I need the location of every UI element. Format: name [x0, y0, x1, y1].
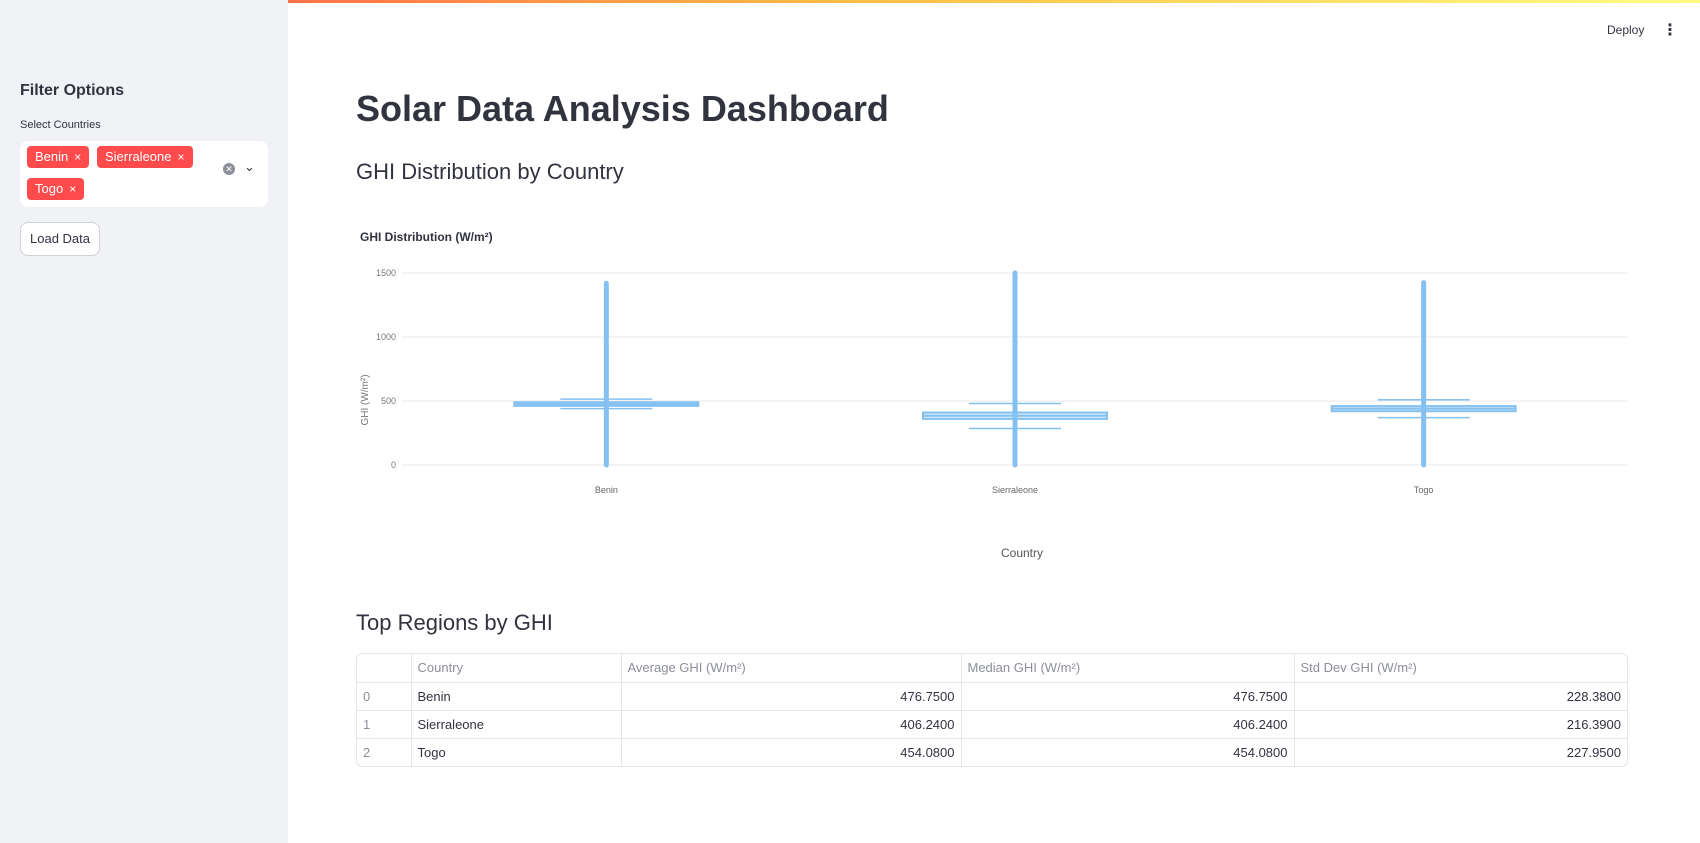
median-cell[interactable]: 406.2400	[961, 710, 1295, 739]
top-decoration-bar	[0, 0, 1700, 3]
countries-select-label: Select Countries	[20, 119, 101, 131]
table-header-row: Country Average GHI (W/m²) Median GHI (W…	[357, 654, 1627, 683]
box-togo[interactable]	[1330, 280, 1517, 468]
country-cell[interactable]: Togo	[411, 738, 622, 766]
column-header[interactable]	[357, 654, 412, 683]
table-row: 1 Sierraleone 406.2400 406.2400 216.3900	[357, 710, 1627, 739]
clear-all-icon[interactable]: ✕	[223, 163, 235, 175]
x-tick-label: Sierraleone	[992, 485, 1038, 495]
stddev-cell[interactable]: 216.3900	[1294, 710, 1627, 739]
remove-chip-icon[interactable]: ×	[177, 150, 185, 164]
chip-benin: Benin ×	[27, 146, 90, 168]
y-tick-label: 1500	[376, 268, 396, 278]
regions-table[interactable]: Country Average GHI (W/m²) Median GHI (W…	[356, 653, 1628, 767]
x-tick-label: Togo	[1414, 485, 1434, 495]
chart-section-heading: GHI Distribution by Country	[356, 159, 624, 184]
y-axis-label: GHI (W/m²)	[360, 374, 371, 425]
row-index: 2	[357, 738, 412, 766]
column-header[interactable]: Median GHI (W/m²)	[961, 654, 1295, 683]
y-tick-label: 1000	[376, 332, 396, 342]
median-cell[interactable]: 476.7500	[961, 682, 1295, 711]
average-cell[interactable]: 476.7500	[621, 682, 962, 711]
table-row: 0 Benin 476.7500 476.7500 228.3800	[357, 682, 1627, 711]
column-header[interactable]: Average GHI (W/m²)	[621, 654, 962, 683]
country-cell[interactable]: Sierraleone	[411, 710, 622, 739]
box-sierraleone[interactable]	[922, 270, 1108, 468]
box-benin[interactable]	[513, 280, 700, 468]
chip-sierraleone: Sierraleone ×	[97, 146, 193, 168]
table-section-heading: Top Regions by GHI	[356, 610, 553, 635]
countries-multiselect[interactable]: Benin × Sierraleone × Togo × ✕ ⌄	[20, 141, 268, 207]
deploy-button[interactable]: Deploy	[1607, 23, 1645, 37]
chevron-down-icon[interactable]: ⌄	[244, 159, 255, 174]
row-index: 0	[357, 682, 412, 711]
column-header[interactable]: Country	[411, 654, 622, 683]
page-title: Solar Data Analysis Dashboard	[356, 88, 889, 129]
row-index: 1	[357, 710, 412, 739]
ghi-box-chart: GHI Distribution (W/m²) 0 500 1000 1500 Ben…	[360, 230, 1628, 560]
average-cell[interactable]: 454.0800	[621, 738, 962, 766]
chip-label: Togo	[35, 181, 64, 196]
country-cell[interactable]: Benin	[411, 682, 622, 711]
sidebar: Filter Options Select Countries Benin × …	[0, 0, 288, 843]
stddev-cell[interactable]: 228.3800	[1294, 682, 1627, 711]
chart-title: GHI Distribution (W/m²)	[360, 230, 493, 244]
more-menu-icon[interactable]: ⋮	[1662, 22, 1678, 39]
load-data-button[interactable]: Load Data	[20, 222, 100, 256]
sidebar-title: Filter Options	[20, 82, 124, 99]
chip-togo: Togo ×	[27, 178, 85, 200]
stddev-cell[interactable]: 227.9500	[1566, 744, 1621, 760]
x-axis-label: Country	[1001, 546, 1043, 560]
x-tick-label: Benin	[595, 485, 618, 495]
column-header[interactable]: Std Dev GHI (W/m²)	[1294, 654, 1627, 683]
y-tick-label: 0	[391, 460, 396, 470]
table-row: 2 Togo 454.0800 454.0800 227.9500	[357, 738, 1627, 766]
chip-label: Benin	[35, 149, 69, 164]
remove-chip-icon[interactable]: ×	[74, 150, 82, 164]
average-cell[interactable]: 406.2400	[621, 710, 962, 739]
y-tick-label: 500	[381, 396, 396, 406]
median-cell[interactable]: 454.0800	[961, 738, 1295, 766]
remove-chip-icon[interactable]: ×	[69, 182, 77, 196]
chip-label: Sierraleone	[105, 149, 172, 164]
